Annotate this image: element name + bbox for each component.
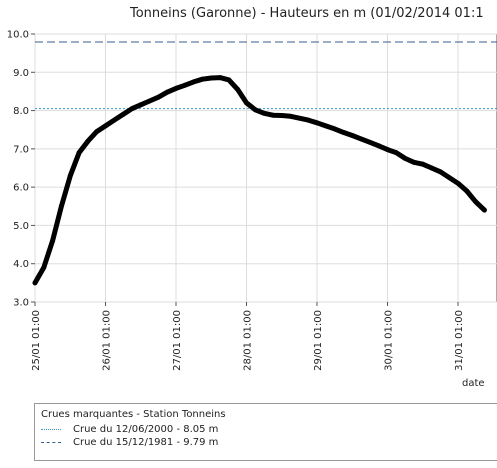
x-tick-label: 29/01 01:00 bbox=[313, 310, 324, 371]
data-point bbox=[50, 238, 56, 244]
x-axis-label: date bbox=[462, 378, 485, 389]
data-point bbox=[429, 165, 434, 171]
legend-label: Crue du 12/06/2000 - 8.05 m bbox=[73, 423, 219, 435]
x-tick-label: 27/01 01:00 bbox=[172, 310, 183, 371]
y-tick-label: 5.0 bbox=[13, 221, 29, 232]
y-tick-label: 10.0 bbox=[7, 30, 29, 41]
data-point bbox=[155, 94, 161, 100]
data-point bbox=[191, 79, 197, 85]
reference-lines bbox=[35, 41, 497, 110]
y-tick-label: 7.0 bbox=[13, 144, 29, 155]
legend-item-crue-1981: Crue du 15/12/1981 - 9.79 m bbox=[41, 436, 218, 448]
x-tick-label: 25/01 01:00 bbox=[31, 310, 42, 371]
data-point bbox=[349, 133, 355, 138]
data-point bbox=[341, 129, 346, 135]
data-point bbox=[111, 117, 117, 123]
chart-title: Tonneins (Garonne) - Hauteurs en m (01/0… bbox=[130, 6, 484, 21]
data-point bbox=[332, 126, 338, 132]
data-point bbox=[226, 77, 232, 83]
y-tick-label: 3.0 bbox=[13, 298, 29, 309]
data-point bbox=[261, 110, 267, 116]
x-tick-label: 30/01 01:00 bbox=[384, 310, 395, 371]
data-point bbox=[76, 150, 82, 156]
y-tick-label: 6.0 bbox=[13, 183, 29, 194]
data-point bbox=[473, 199, 479, 205]
data-point bbox=[464, 188, 470, 194]
data-point bbox=[358, 136, 364, 142]
data-point bbox=[437, 169, 443, 175]
data-point bbox=[455, 180, 461, 186]
data-point bbox=[200, 76, 205, 82]
y-tick-label: 4.0 bbox=[13, 259, 29, 270]
data-point bbox=[173, 85, 179, 91]
data-point bbox=[376, 143, 382, 149]
data-point bbox=[393, 150, 399, 156]
data-point bbox=[305, 117, 311, 123]
data-point bbox=[138, 102, 144, 108]
y-tick-label: 8.0 bbox=[13, 106, 29, 117]
data-point bbox=[252, 107, 258, 113]
data-point bbox=[182, 82, 188, 88]
data-point bbox=[67, 173, 73, 179]
x-tick-label: 26/01 01:00 bbox=[102, 310, 113, 371]
data-point bbox=[32, 280, 38, 286]
data-point bbox=[411, 159, 417, 165]
data-point bbox=[314, 120, 320, 126]
x-axis-ticks: 25/01 01:00 26/01 01:00 27/01 01:00 28/01 0… bbox=[31, 302, 465, 371]
line-chart: 3.0 4.0 5.0 6.0 7.0 8.0 9.0 10.0 25/01 01:00 26/… bbox=[7, 30, 497, 389]
data-point bbox=[59, 203, 64, 209]
x-tick-label: 31/01 01:00 bbox=[454, 310, 465, 371]
legend: Crues marquantes - Station Tonneins Crue… bbox=[34, 403, 497, 461]
data-point bbox=[279, 113, 285, 118]
legend-swatch bbox=[41, 441, 61, 443]
legend-label: Crue du 15/12/1981 - 9.79 m bbox=[73, 436, 219, 448]
legend-swatch bbox=[41, 428, 61, 430]
x-tick-label: 28/01 01:00 bbox=[243, 310, 254, 371]
data-point bbox=[296, 115, 302, 121]
data-point bbox=[164, 89, 170, 95]
data-point bbox=[235, 87, 241, 92]
data-point bbox=[270, 112, 276, 118]
data-point bbox=[446, 175, 452, 180]
data-point bbox=[420, 161, 426, 167]
legend-item-crue-2000: Crue du 12/06/2000 - 8.05 m bbox=[41, 423, 218, 435]
data-point bbox=[244, 100, 249, 106]
data-point bbox=[385, 147, 390, 153]
data-point bbox=[367, 139, 373, 145]
data-point bbox=[94, 129, 100, 135]
data-series bbox=[32, 75, 487, 286]
grid-lines bbox=[34, 33, 497, 303]
data-point bbox=[120, 112, 126, 117]
data-point bbox=[129, 106, 135, 112]
data-point bbox=[147, 98, 152, 104]
data-point bbox=[103, 123, 108, 129]
series-line bbox=[32, 75, 487, 286]
y-tick-label: 9.0 bbox=[13, 68, 29, 79]
data-point bbox=[402, 156, 408, 161]
data-point bbox=[482, 207, 487, 213]
data-point bbox=[323, 123, 329, 129]
y-axis-ticks: 3.0 4.0 5.0 6.0 7.0 8.0 9.0 10.0 bbox=[7, 30, 35, 309]
legend-title: Crues marquantes - Station Tonneins bbox=[41, 409, 226, 420]
data-point bbox=[85, 138, 91, 144]
data-point bbox=[41, 265, 47, 270]
data-point bbox=[208, 75, 214, 81]
data-point bbox=[288, 113, 293, 119]
data-point bbox=[217, 75, 223, 81]
